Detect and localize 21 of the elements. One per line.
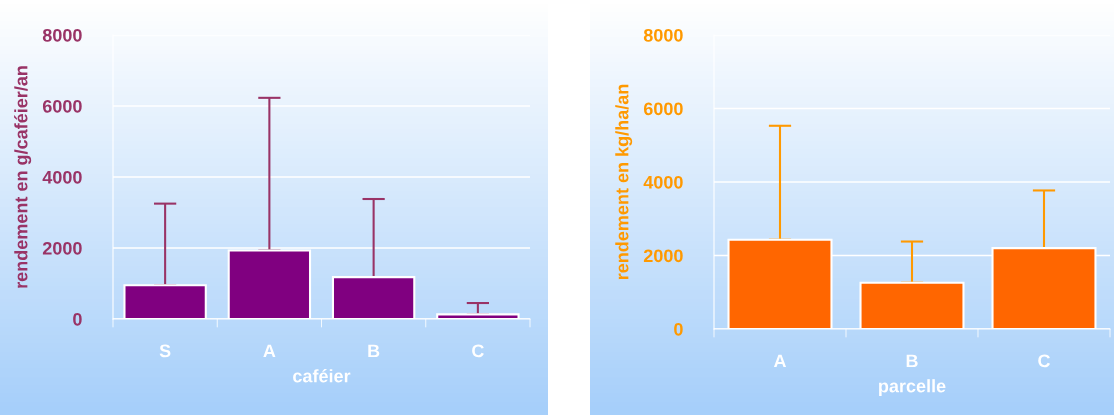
y-tick-label: 0: [674, 322, 683, 336]
y-tick-label: 8000: [643, 28, 683, 42]
y-tick-label: 2000: [643, 249, 683, 263]
y-tick-label: 4000: [643, 175, 683, 189]
x-tick-label: C: [472, 344, 484, 358]
y-tick-label: 6000: [643, 102, 683, 116]
x-tick-label: A: [263, 344, 276, 358]
x-tick-label: S: [159, 344, 171, 358]
y-tick-label: 4000: [42, 170, 82, 184]
x-tick-label: B: [368, 344, 380, 358]
x-tick-label: C: [1038, 354, 1051, 368]
y-tick-label: 6000: [42, 99, 82, 113]
y-axis-title: rendement en g/caféier/an: [14, 66, 32, 288]
x-axis-title: parcelle: [879, 379, 946, 396]
y-axis-title: rendement en kg/ha/an: [615, 84, 633, 280]
x-axis-title: caféier: [293, 369, 351, 383]
x-tick-label: B: [906, 354, 918, 368]
x-tick-label: A: [773, 354, 787, 368]
y-tick-label: 2000: [42, 241, 82, 255]
y-tick-label: 0: [73, 312, 82, 326]
y-tick-label: 8000: [42, 28, 82, 42]
